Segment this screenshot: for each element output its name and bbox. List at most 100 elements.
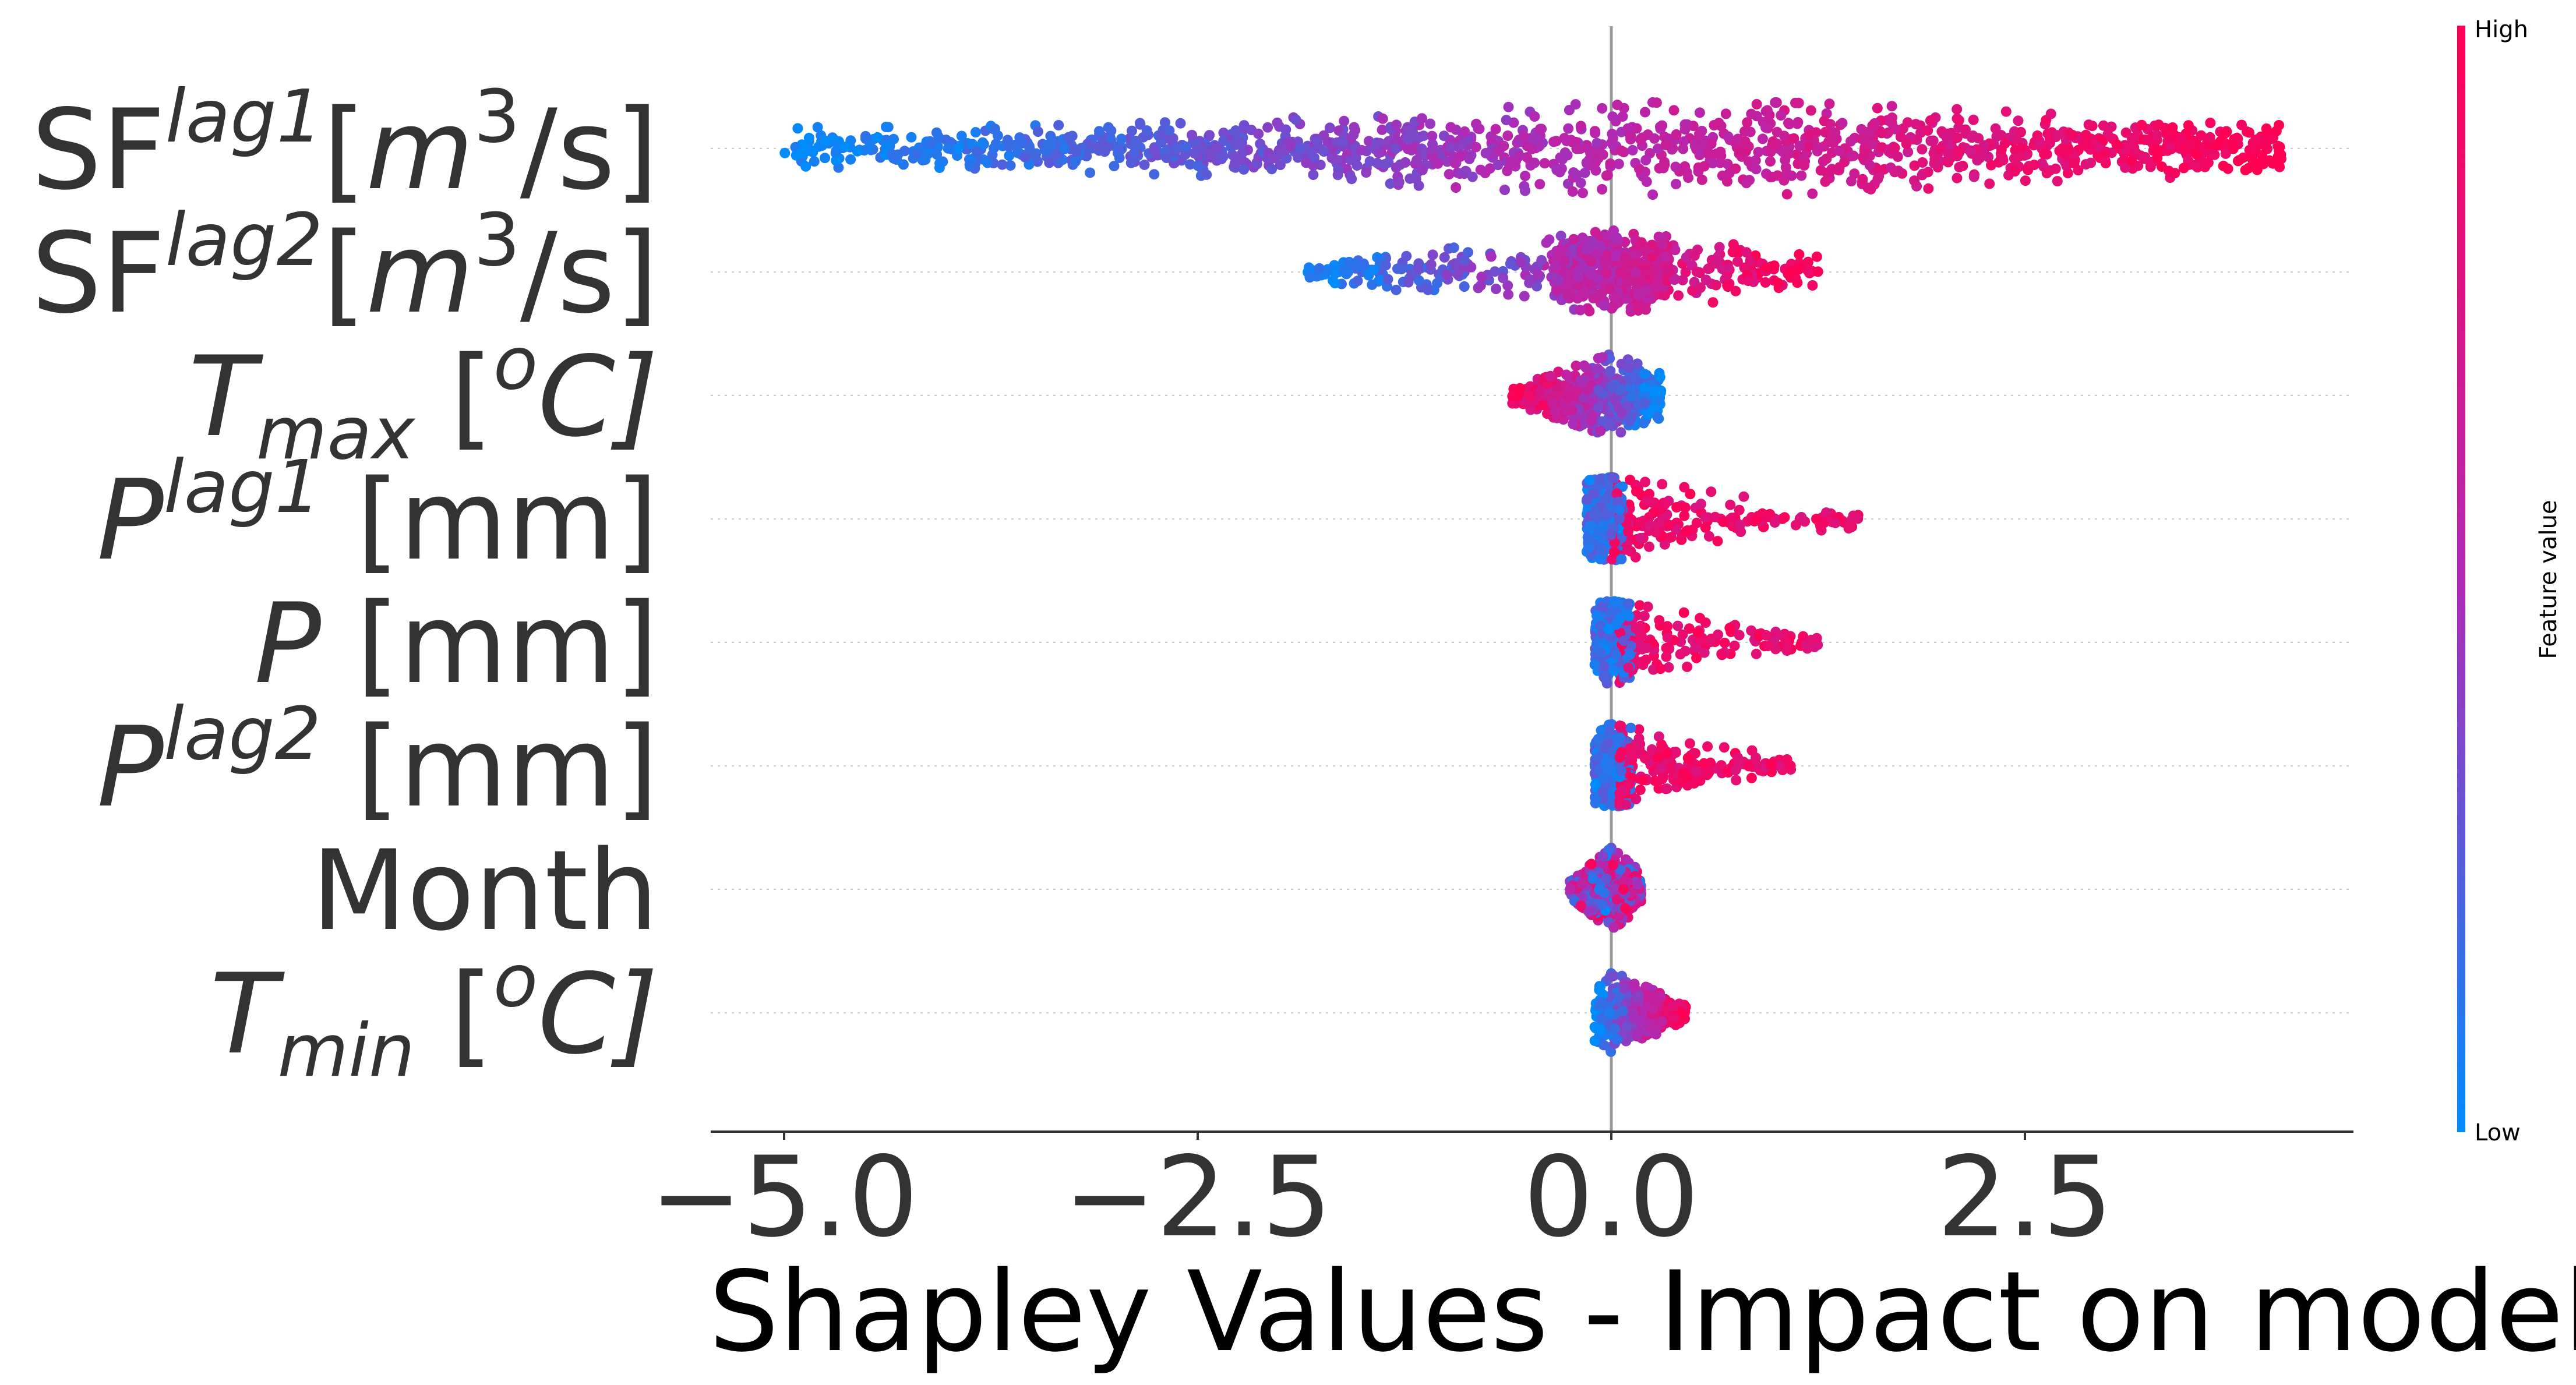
beeswarm-dot xyxy=(1703,264,1713,274)
beeswarm-dot xyxy=(1825,98,1835,109)
beeswarm-dot xyxy=(1515,383,1525,394)
beeswarm-dot xyxy=(1584,543,1594,553)
beeswarm-dot xyxy=(1623,598,1633,609)
beeswarm-dot xyxy=(1417,143,1427,154)
beeswarm-dot xyxy=(1451,182,1461,193)
beeswarm-dot xyxy=(1640,262,1650,273)
beeswarm-dot xyxy=(931,149,942,160)
beeswarm-dot xyxy=(1741,178,1752,188)
beeswarm-dot xyxy=(1600,257,1610,267)
beeswarm-dot xyxy=(1590,227,1601,238)
beeswarm-dot xyxy=(1653,518,1664,528)
beeswarm-dot xyxy=(1149,169,1159,179)
beeswarm-dot xyxy=(1559,256,1570,266)
beeswarm-dot xyxy=(1720,638,1730,648)
beeswarm-dot xyxy=(1639,383,1650,393)
beeswarm-dot xyxy=(1925,115,1936,126)
beeswarm-dot xyxy=(1616,146,1626,156)
beeswarm-dot xyxy=(2146,161,2156,172)
beeswarm-dot xyxy=(1234,139,1245,150)
beeswarm-dot xyxy=(989,143,999,153)
beeswarm-dot xyxy=(1696,499,1706,509)
beeswarm-dot xyxy=(1662,783,1672,794)
beeswarm-dot xyxy=(1909,175,1919,186)
beeswarm-dot xyxy=(1501,115,1512,125)
beeswarm-dot xyxy=(1721,108,1731,119)
beeswarm-dot xyxy=(873,132,883,143)
beeswarm-dot xyxy=(965,160,975,170)
beeswarm-dot xyxy=(2015,151,2025,161)
beeswarm-dot xyxy=(1865,160,1875,171)
beeswarm-dot xyxy=(1641,655,1652,665)
beeswarm-dot xyxy=(1490,266,1500,277)
beeswarm-dot xyxy=(1575,265,1585,275)
beeswarm-dot xyxy=(1917,144,1927,154)
beeswarm-dot xyxy=(1127,126,1137,136)
beeswarm-dot xyxy=(1872,174,1883,184)
beeswarm-dot xyxy=(1943,149,1953,159)
beeswarm-dot xyxy=(1460,166,1471,176)
beeswarm-dot xyxy=(1033,126,1043,137)
beeswarm-dot xyxy=(1734,520,1745,531)
beeswarm-dot xyxy=(1129,147,1139,158)
beeswarm-dot xyxy=(1611,620,1621,630)
beeswarm-dot xyxy=(1417,165,1428,175)
beeswarm-dot xyxy=(1503,289,1513,300)
beeswarm-dot xyxy=(2220,128,2231,139)
beeswarm-dot xyxy=(2170,168,2180,178)
beeswarm-dot xyxy=(1550,406,1561,416)
beeswarm-dot xyxy=(1663,633,1673,643)
beeswarm-dot xyxy=(1535,124,1545,135)
beeswarm-dot xyxy=(1661,643,1672,653)
beeswarm-dot xyxy=(1965,146,1976,156)
beeswarm-dot xyxy=(2159,123,2170,133)
beeswarm-dot xyxy=(1678,768,1689,778)
beeswarm-dot xyxy=(1339,116,1349,126)
beeswarm-dot xyxy=(1425,119,1435,129)
beeswarm-dot xyxy=(1734,630,1745,641)
beeswarm-dot xyxy=(1876,128,1887,138)
beeswarm-dot xyxy=(1597,184,1607,195)
beeswarm-dot xyxy=(1520,186,1530,196)
beeswarm-dot xyxy=(2249,144,2259,155)
beeswarm-dot xyxy=(1657,479,1667,489)
beeswarm-dot xyxy=(1608,923,1619,933)
beeswarm-dot xyxy=(831,156,841,166)
beeswarm-dot xyxy=(1293,153,1303,163)
beeswarm-dot xyxy=(1740,136,1751,147)
beeswarm-dot xyxy=(1766,759,1777,769)
beeswarm-dot xyxy=(2020,175,2031,186)
beeswarm-dot xyxy=(1626,391,1637,402)
beeswarm-dot xyxy=(1603,765,1614,776)
beeswarm-dot xyxy=(1794,249,1804,260)
beeswarm-dot xyxy=(1608,292,1619,302)
beeswarm-dot xyxy=(1731,775,1741,786)
beeswarm-dot xyxy=(1623,526,1633,536)
beeswarm-dot xyxy=(1520,171,1530,181)
beeswarm-dot xyxy=(860,131,871,142)
beeswarm-dot xyxy=(1308,169,1318,180)
beeswarm-dot xyxy=(1584,306,1594,316)
beeswarm-dot xyxy=(1596,543,1607,554)
beeswarm-dot xyxy=(1634,164,1645,174)
beeswarm-dot xyxy=(1954,162,1964,172)
beeswarm-dot xyxy=(2137,120,2147,130)
beeswarm-dot xyxy=(1380,159,1391,169)
beeswarm-dot xyxy=(1689,250,1700,261)
beeswarm-dot xyxy=(1601,672,1612,683)
beeswarm-dot xyxy=(2274,153,2285,164)
beeswarm-dot xyxy=(1518,130,1529,141)
beeswarm-dot xyxy=(957,131,967,142)
beeswarm-dot xyxy=(1837,118,1848,128)
beeswarm-dot xyxy=(1770,97,1780,108)
beeswarm-dot xyxy=(1635,134,1646,144)
beeswarm-dot xyxy=(1601,171,1612,181)
beeswarm-dot xyxy=(792,123,803,133)
beeswarm-dot xyxy=(1596,648,1607,658)
beeswarm-dot xyxy=(1180,142,1191,152)
beeswarm-dot xyxy=(1449,242,1459,253)
beeswarm-dot xyxy=(1374,148,1384,158)
beeswarm-dot xyxy=(899,146,910,156)
